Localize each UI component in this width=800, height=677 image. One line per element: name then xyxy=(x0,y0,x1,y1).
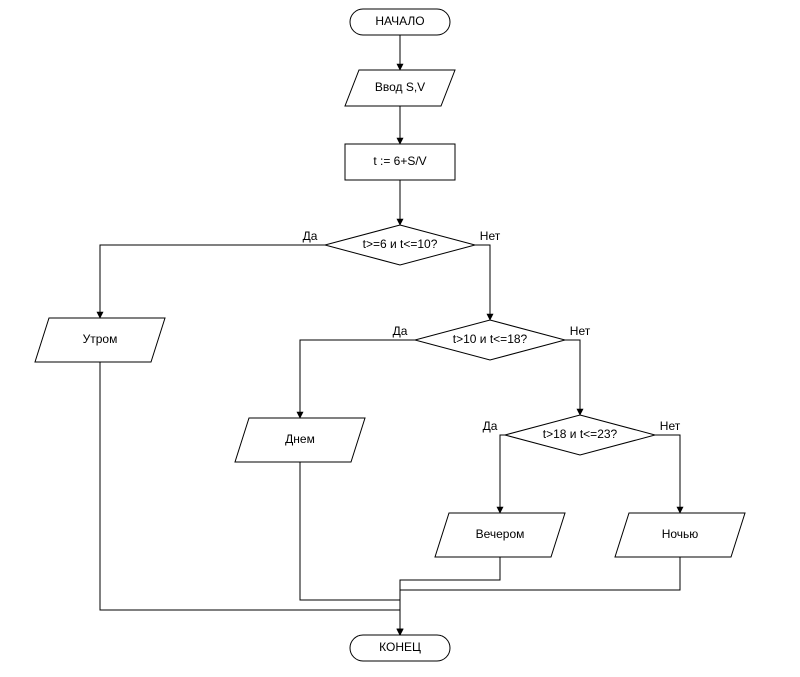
edge-dec2-day xyxy=(300,340,415,418)
node-label: Вечером xyxy=(476,527,525,541)
edge-label-no: Нет xyxy=(660,419,681,433)
node-dec2: t>10 и t<=18? xyxy=(415,320,565,360)
edge-dec2-dec3 xyxy=(565,340,580,415)
node-label: t := 6+S/V xyxy=(373,154,426,168)
edge-dec1-dec2 xyxy=(475,245,490,320)
node-end: КОНЕЦ xyxy=(350,635,450,661)
node-label: t>18 и t<=23? xyxy=(543,427,618,441)
node-label: Ночью xyxy=(662,527,699,541)
node-evening: Вечером xyxy=(435,513,565,557)
node-label: Утром xyxy=(83,332,118,346)
node-night: Ночью xyxy=(615,513,745,557)
edge-dec3-evening xyxy=(500,435,505,513)
node-morning: Утром xyxy=(35,318,165,362)
edge-label-yes: Да xyxy=(483,419,498,433)
node-day: Днем xyxy=(235,418,365,462)
node-start: НАЧАЛО xyxy=(350,9,450,35)
edge-night-end xyxy=(400,557,680,635)
node-input: Ввод S,V xyxy=(345,70,455,106)
node-label: t>=6 и t<=10? xyxy=(363,237,438,251)
node-calc: t := 6+S/V xyxy=(345,144,455,180)
edge-evening-end xyxy=(400,557,500,635)
edge-label-yes: Да xyxy=(393,324,408,338)
node-label: t>10 и t<=18? xyxy=(453,332,528,346)
node-label: Днем xyxy=(285,432,315,446)
edge-label-no: Нет xyxy=(570,324,591,338)
edge-dec1-morning xyxy=(100,245,325,318)
edge-label-yes: Да xyxy=(303,229,318,243)
node-dec3: t>18 и t<=23? xyxy=(505,415,655,455)
flowchart-canvas: Да Нет Да Нет Да Нет НАЧАЛО Ввод S,V t := 6+S/V t… xyxy=(0,0,800,672)
edge-label-no: Нет xyxy=(480,229,501,243)
node-label: НАЧАЛО xyxy=(375,14,424,28)
node-label: Ввод S,V xyxy=(375,80,425,94)
node-label: КОНЕЦ xyxy=(379,640,421,654)
edge-morning-end xyxy=(100,362,400,635)
edge-dec3-night xyxy=(655,435,680,513)
node-dec1: t>=6 и t<=10? xyxy=(325,225,475,265)
edge-day-end xyxy=(300,462,400,635)
